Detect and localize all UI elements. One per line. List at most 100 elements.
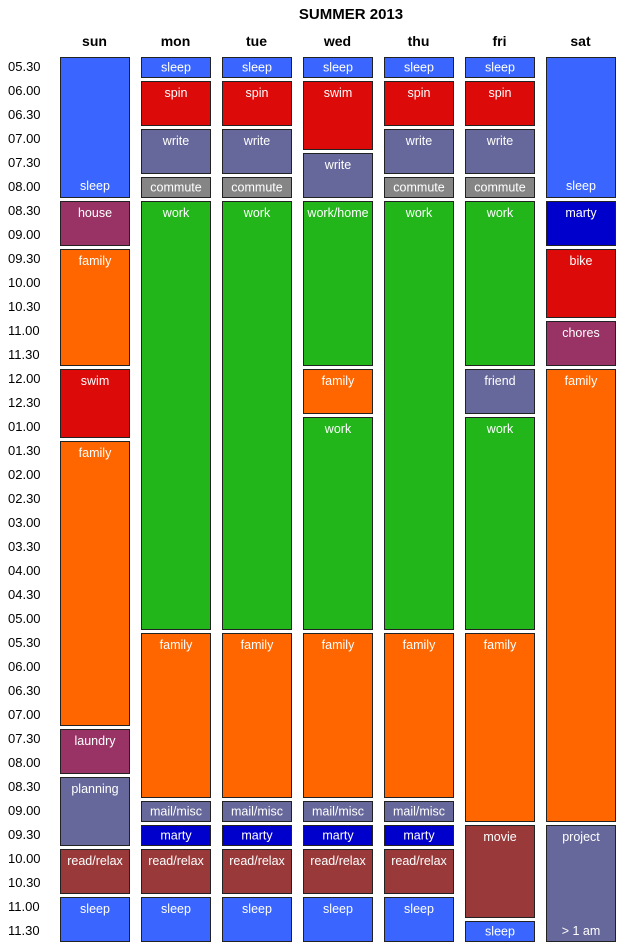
event-block-sleep: sleep <box>384 897 454 942</box>
event-block-sleep: sleep <box>141 57 211 78</box>
page-title: SUMMER 2013 <box>298 6 404 23</box>
event-block-work: work <box>384 201 454 630</box>
event-label: write <box>324 158 352 172</box>
event-label: sleep <box>566 179 596 193</box>
event-block-swim: swim <box>60 369 130 438</box>
event-label: friend <box>484 374 516 388</box>
time-label: 07.30 <box>8 155 41 170</box>
time-label: 11.00 <box>8 899 40 914</box>
time-label: 10.00 <box>8 275 41 290</box>
day-header-tue: tue <box>246 33 267 49</box>
day-header-fri: fri <box>492 33 507 49</box>
event-block-work: work <box>303 417 373 630</box>
event-block-sleep: sleep <box>222 897 292 942</box>
time-label: 11.00 <box>8 323 40 338</box>
event-block-mail: mail/misc <box>384 801 454 822</box>
event-label: sleep <box>80 902 110 916</box>
event-label: commute <box>150 180 202 194</box>
event-label: mail/misc <box>149 804 203 818</box>
event-block-sleep: sleep <box>303 897 373 942</box>
event-block-write: write <box>384 129 454 174</box>
event-label: marty <box>160 828 192 842</box>
time-label: 01.00 <box>8 419 41 434</box>
event-label: movie <box>483 830 517 844</box>
event-label: family <box>402 638 436 652</box>
day-header-wed: wed <box>323 33 352 49</box>
event-block-marty: marty <box>141 825 211 846</box>
event-block-marty: marty <box>546 201 616 246</box>
event-block-family: family <box>222 633 292 798</box>
event-label: spin <box>407 86 431 100</box>
time-label: 08.30 <box>8 779 41 794</box>
event-label: project <box>562 830 600 844</box>
time-label: 11.30 <box>8 347 40 362</box>
time-label: 06.00 <box>8 659 41 674</box>
event-label: family <box>321 638 355 652</box>
event-label: marty <box>403 828 435 842</box>
event-block-read: read/relax <box>303 849 373 894</box>
event-block-mail: mail/misc <box>303 801 373 822</box>
time-label: 09.30 <box>8 251 41 266</box>
time-label: 02.30 <box>8 491 41 506</box>
event-label: sleep <box>404 60 434 74</box>
time-label: 02.00 <box>8 467 41 482</box>
event-label: spin <box>164 86 188 100</box>
event-block-spin: spin <box>141 81 211 126</box>
event-label: family <box>159 638 193 652</box>
event-block-marty: marty <box>222 825 292 846</box>
event-block-spin: spin <box>465 81 535 126</box>
event-label: marty <box>322 828 354 842</box>
event-label: read/relax <box>67 854 123 868</box>
time-label: 12.00 <box>8 371 41 386</box>
time-label: 09.00 <box>8 227 41 242</box>
event-label: work <box>486 422 514 436</box>
event-label: marty <box>565 206 597 220</box>
event-label: work <box>324 422 352 436</box>
event-label: bike <box>569 254 593 268</box>
event-block-write: write <box>465 129 535 174</box>
event-label: write <box>405 134 433 148</box>
event-block-write: write <box>141 129 211 174</box>
event-block-project: project > 1 am <box>546 825 616 942</box>
event-label: read/relax <box>148 854 204 868</box>
event-label: sleep <box>323 60 353 74</box>
time-label: 07.00 <box>8 707 41 722</box>
event-block-write: write <box>303 153 373 198</box>
event-label: spin <box>245 86 269 100</box>
event-block-spin: spin <box>384 81 454 126</box>
event-block-family: family <box>465 633 535 822</box>
time-label: 06.30 <box>8 683 41 698</box>
event-label: sleep <box>485 924 515 938</box>
event-label: laundry <box>74 734 116 748</box>
event-block-sleep: sleep <box>303 57 373 78</box>
event-block-family: family <box>384 633 454 798</box>
event-label: spin <box>488 86 512 100</box>
event-block-planning: planning <box>60 777 130 846</box>
event-block-work: work <box>222 201 292 630</box>
event-label: family <box>78 446 112 460</box>
event-block-work: work <box>465 417 535 630</box>
time-label: 05.00 <box>8 611 41 626</box>
event-label: sleep <box>242 60 272 74</box>
event-block-friend: friend <box>465 369 535 414</box>
time-label: 01.30 <box>8 443 41 458</box>
event-block-sleep: sleep <box>60 57 130 198</box>
event-label: sleep <box>80 179 110 193</box>
time-label: 11.30 <box>8 923 40 938</box>
event-label: house <box>77 206 113 220</box>
event-label: marty <box>241 828 273 842</box>
event-block-mail: mail/misc <box>141 801 211 822</box>
event-block-laundry: laundry <box>60 729 130 774</box>
event-block-read: read/relax <box>384 849 454 894</box>
time-label: 10.00 <box>8 851 41 866</box>
event-label: read/relax <box>310 854 366 868</box>
event-label: mail/misc <box>392 804 446 818</box>
event-block-marty: marty <box>303 825 373 846</box>
time-label: 12.30 <box>8 395 41 410</box>
event-label: work/home <box>307 206 369 220</box>
time-label: 03.30 <box>8 539 41 554</box>
event-block-sleep: sleep <box>384 57 454 78</box>
event-label: family <box>483 638 517 652</box>
time-label: 08.00 <box>8 755 41 770</box>
time-label: 07.30 <box>8 731 41 746</box>
